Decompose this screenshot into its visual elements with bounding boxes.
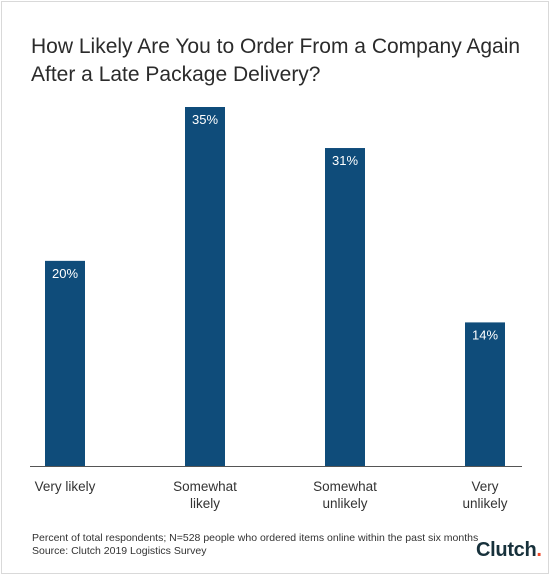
footnote-source: Source: Clutch 2019 Logistics Survey [32, 545, 207, 557]
data-label-2: 35% [192, 112, 218, 127]
data-label-4: 14% [472, 327, 498, 342]
bar-1 [45, 260, 85, 466]
data-label-3: 31% [332, 153, 358, 168]
clutch-logo-dot: . [536, 539, 542, 561]
category-label-2-line-2: likely [190, 496, 220, 511]
chart-title-line-1: How Likely Are You to Order From a Compa… [31, 35, 521, 58]
bar-3 [325, 148, 365, 466]
category-label-3-line-2: unlikely [322, 496, 367, 511]
footnote-respondents: Percent of total respondents; N=528 peop… [32, 532, 479, 544]
clutch-logo-text: Clutch [476, 539, 537, 561]
bar-4 [465, 322, 505, 466]
category-label-4-line-2: unlikely [462, 496, 507, 511]
category-label-3-line-1: Somewhat [313, 479, 377, 494]
chart-title: How Likely Are You to Order From a Compa… [31, 33, 531, 89]
data-label-1: 20% [52, 266, 78, 281]
chart-title-line-2: After a Late Package Delivery? [31, 63, 321, 86]
category-label-2-line-1: Somewhat [173, 479, 237, 494]
clutch-logo: Clutch. [476, 539, 542, 562]
chart-footnote: Percent of total respondents; N=528 peop… [32, 532, 478, 558]
bar-2 [185, 107, 225, 466]
category-label-4-line-1: Very [471, 479, 498, 494]
category-label-1-line-1: Very likely [35, 479, 96, 494]
